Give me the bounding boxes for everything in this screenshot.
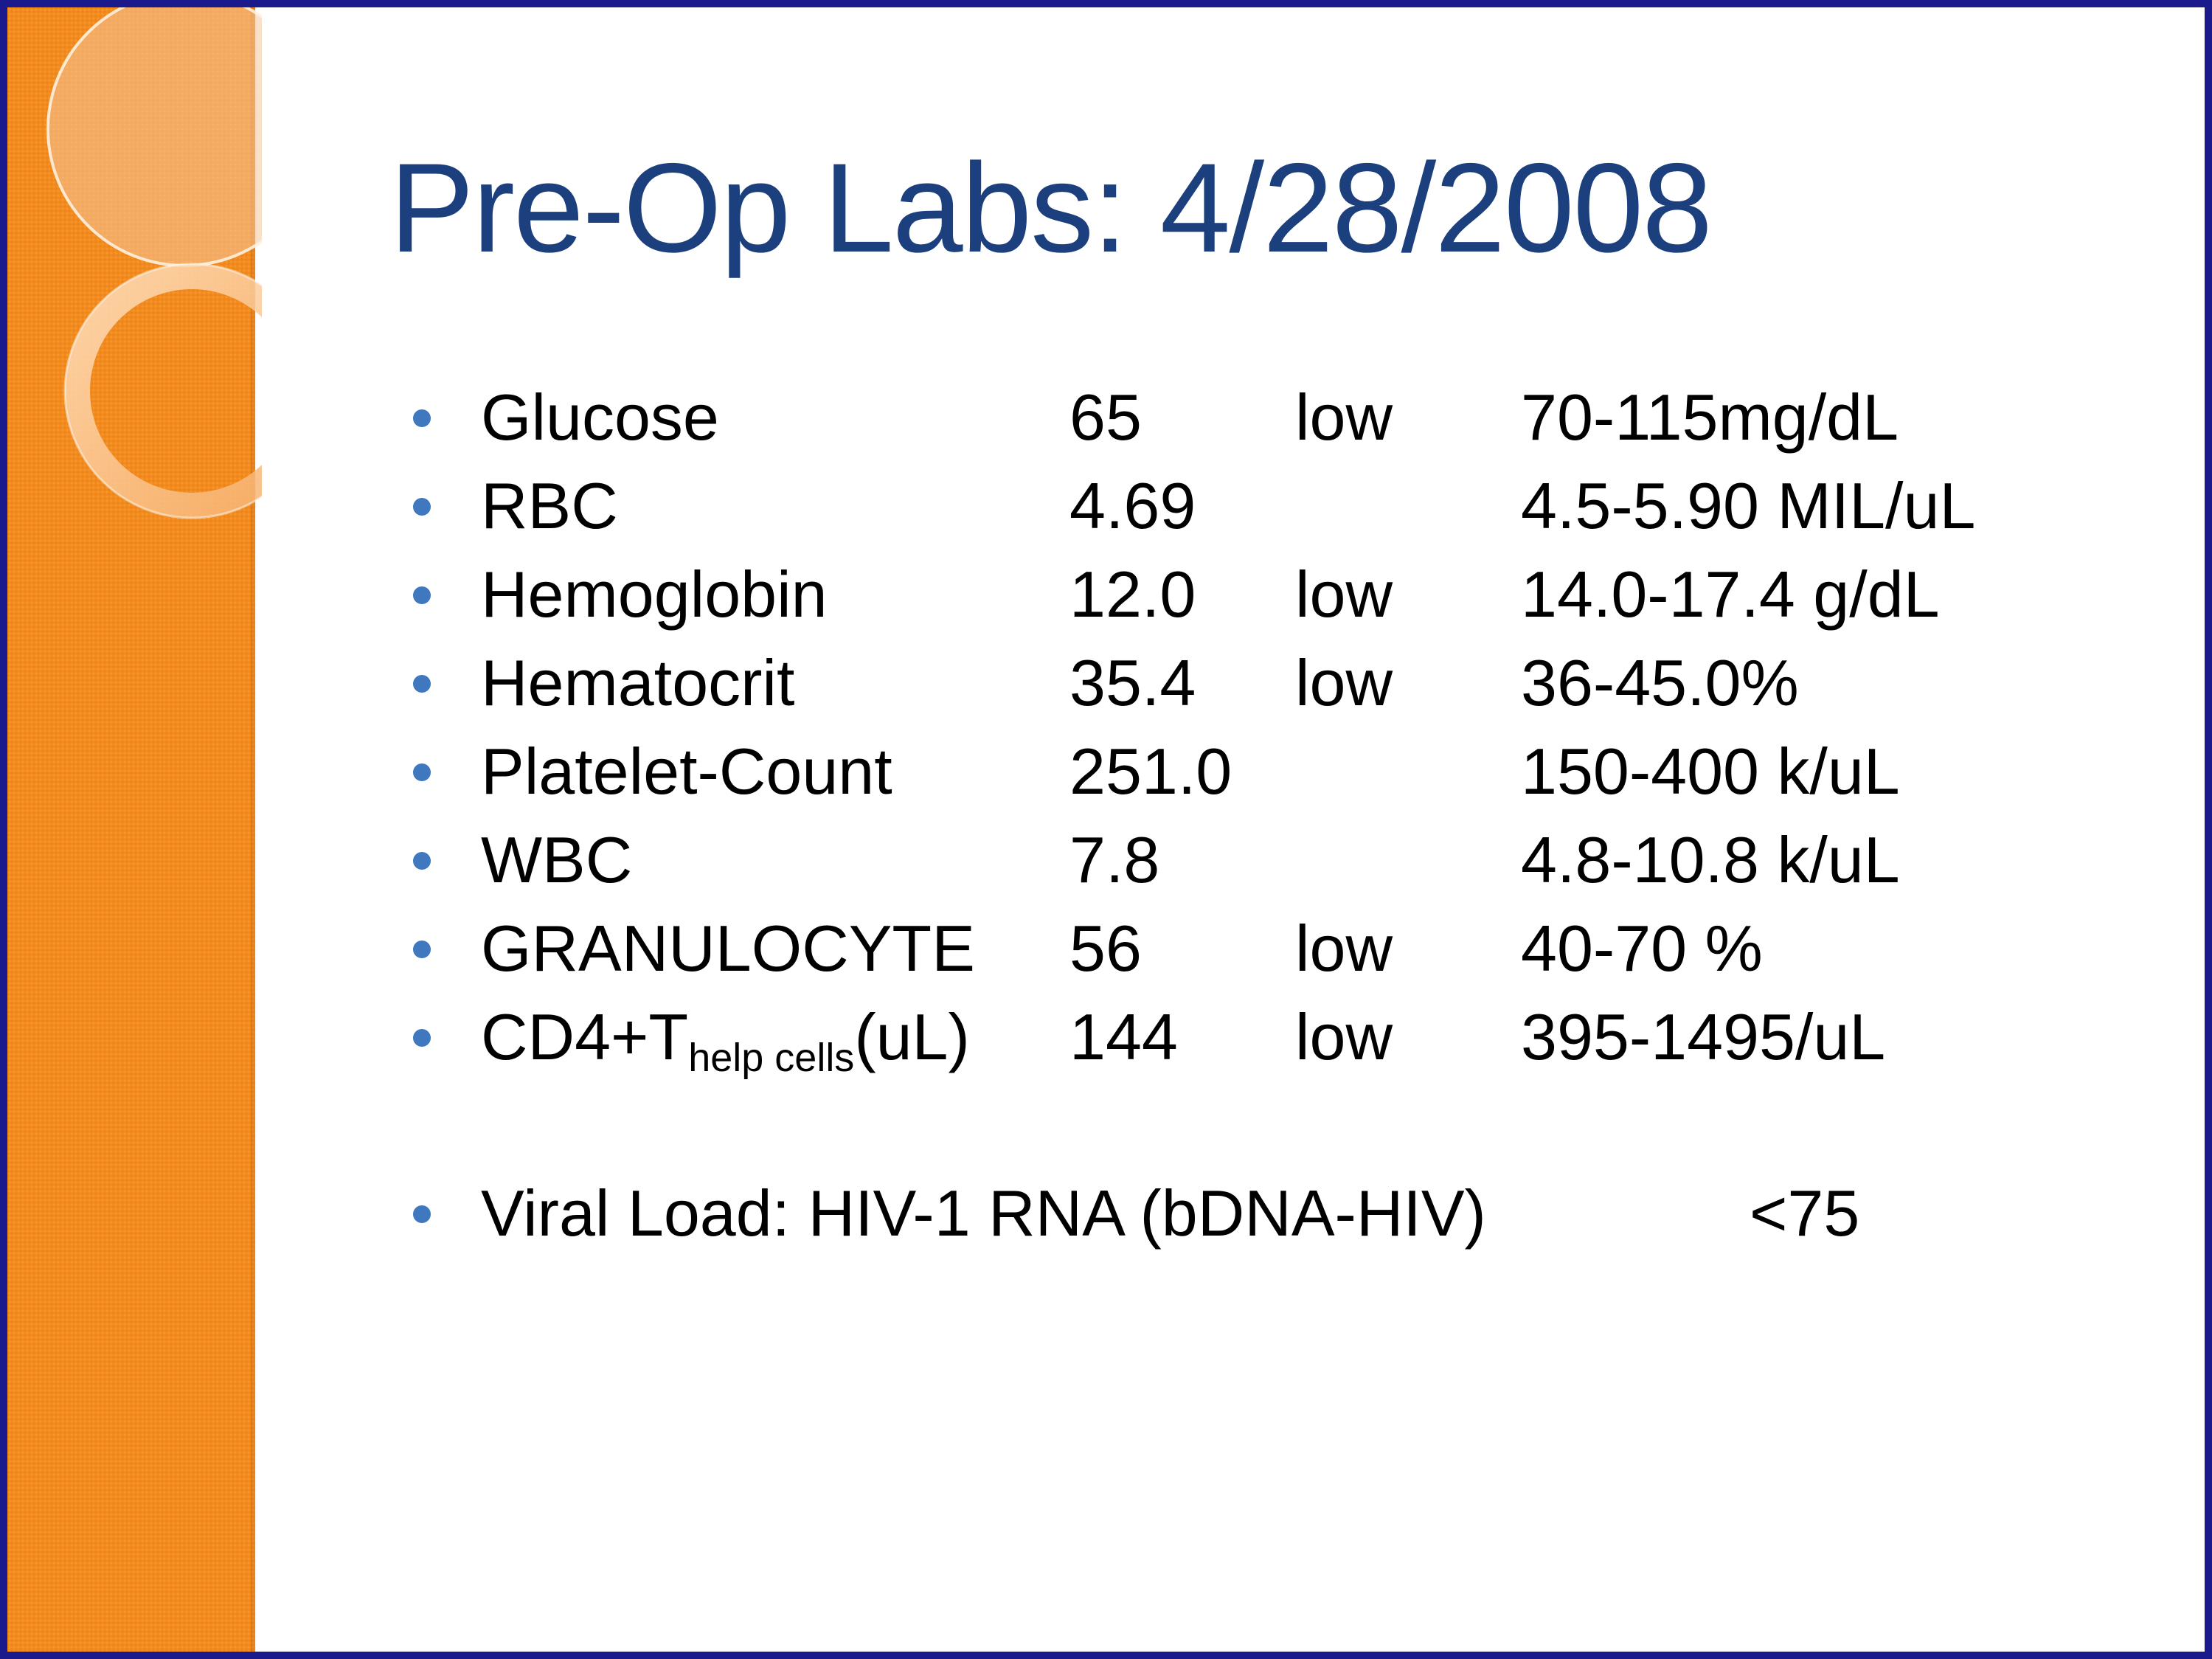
bullet-icon [413,409,431,427]
lab-name-suffix: (uL) [854,1000,970,1073]
lab-value: 7.8 [1069,823,1160,896]
bullet-icon [413,852,431,870]
lab-range: 36-45.0% [1521,646,1799,719]
slide-title: Pre-Op Labs: 4/28/2008 [389,137,1713,279]
bullet-icon [413,586,431,604]
side-band-edge [251,7,257,1652]
bullet-icon [413,941,431,958]
lab-value: 56 [1069,912,1142,985]
lab-range: 14.0-17.4 g/dL [1521,558,1940,631]
lab-flag: low [1295,1000,1393,1073]
lab-range: 40-70 % [1521,912,1763,985]
lab-flag: low [1295,912,1393,985]
bullet-icon [413,1029,431,1047]
lab-range: 395-1495/uL [1521,1000,1886,1073]
list-item: WBC 7.8 4.8-10.8 k/uL [406,816,2102,904]
lab-name: Glucose [481,381,719,454]
lab-results-list: Glucose 65 low 70-115mg/dL RBC 4.69 4.5-… [406,373,2102,1081]
bullet-icon [413,498,431,516]
lab-name: GRANULOCYTE [481,912,975,985]
lab-flag: low [1295,558,1393,631]
bullet-icon [413,1205,431,1223]
circle-decoration-icon [46,7,262,519]
viral-load-label: Viral Load: HIV-1 RNA (bDNA-HIV) [481,1177,1486,1250]
list-item: CD4+Thelp cells(uL) 144 low 395-1495/uL [406,993,2102,1081]
bullet-icon [413,763,431,781]
lab-value: 144 [1069,1000,1178,1073]
lab-value: 12.0 [1069,558,1196,631]
lab-value: 35.4 [1069,646,1196,719]
viral-load-value: <75 [1750,1177,1860,1250]
lab-name: Hematocrit [481,646,795,719]
viral-load-item: Viral Load: HIV-1 RNA (bDNA-HIV) <75 [406,1169,2102,1258]
lab-name: WBC [481,823,633,896]
lab-name: Platelet-Count [481,735,892,808]
lab-range: 70-115mg/dL [1521,381,1899,454]
lab-flag: low [1295,646,1393,719]
lab-name-cd4: CD4+Thelp cells(uL) [481,993,970,1081]
list-item: Hematocrit 35.4 low 36-45.0% [406,639,2102,727]
list-item: Hemoglobin 12.0 low 14.0-17.4 g/dL [406,550,2102,639]
list-item: RBC 4.69 4.5-5.90 MIL/uL [406,462,2102,550]
lab-flag: low [1295,381,1393,454]
list-item: GRANULOCYTE 56 low 40-70 % [406,904,2102,993]
lab-range: 4.8-10.8 k/uL [1521,823,1900,896]
lab-value: 251.0 [1069,735,1232,808]
lab-range: 150-400 k/uL [1521,735,1900,808]
lab-range: 4.5-5.90 MIL/uL [1521,469,1976,542]
bullet-icon [413,675,431,693]
lab-name-subscript: help cells [688,1036,855,1080]
lab-value: 65 [1069,381,1142,454]
lab-name-base: CD4+T [481,1000,689,1073]
lab-name: RBC [481,469,618,542]
lab-value: 4.69 [1069,469,1196,542]
list-item: Glucose 65 low 70-115mg/dL [406,373,2102,462]
list-item: Platelet-Count 251.0 150-400 k/uL [406,727,2102,816]
lab-name: Hemoglobin [481,558,828,631]
